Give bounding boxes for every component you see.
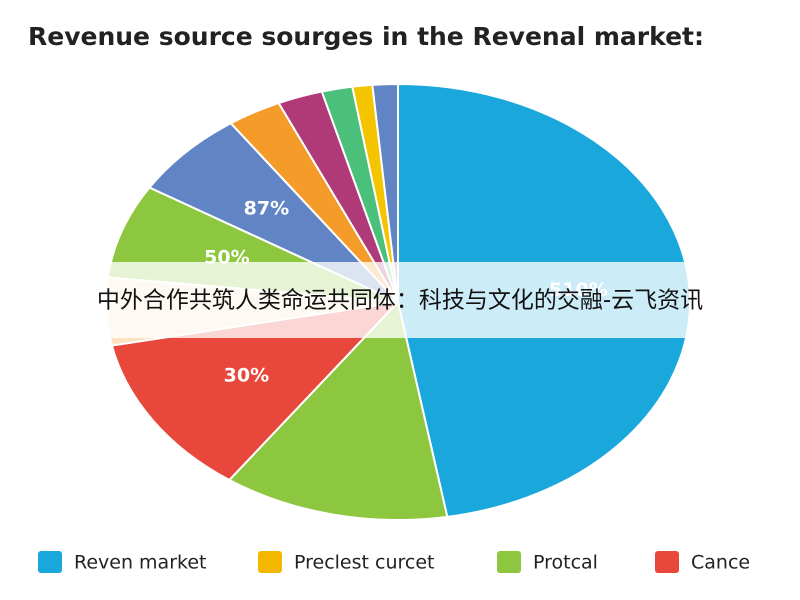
legend-swatch bbox=[497, 551, 521, 573]
legend-label: Reven market bbox=[74, 552, 206, 574]
legend-swatch bbox=[258, 551, 282, 573]
legend-label: Cance bbox=[691, 552, 750, 574]
legend-swatch bbox=[38, 551, 62, 573]
banner-band bbox=[0, 262, 800, 338]
legend-label: Preclest curcet bbox=[294, 552, 434, 574]
pie-slice bbox=[371, 82, 399, 303]
chart-title: Revenue source sourges in the Revenal ma… bbox=[28, 22, 704, 51]
slice-label: 87% bbox=[244, 198, 289, 220]
slice-label: 30% bbox=[224, 364, 269, 386]
legend-label: Protcal bbox=[533, 552, 598, 574]
pie-slice bbox=[227, 299, 449, 521]
pie-slice bbox=[147, 122, 399, 303]
pie-slice bbox=[110, 300, 401, 482]
banner-text: 中外合作共筑人类命运共同体：科技与文化的交融-云飞资讯 bbox=[97, 288, 703, 314]
legend: Reven market Preclest curcet Protcal Cance bbox=[38, 551, 750, 574]
legend-swatch bbox=[655, 551, 679, 573]
